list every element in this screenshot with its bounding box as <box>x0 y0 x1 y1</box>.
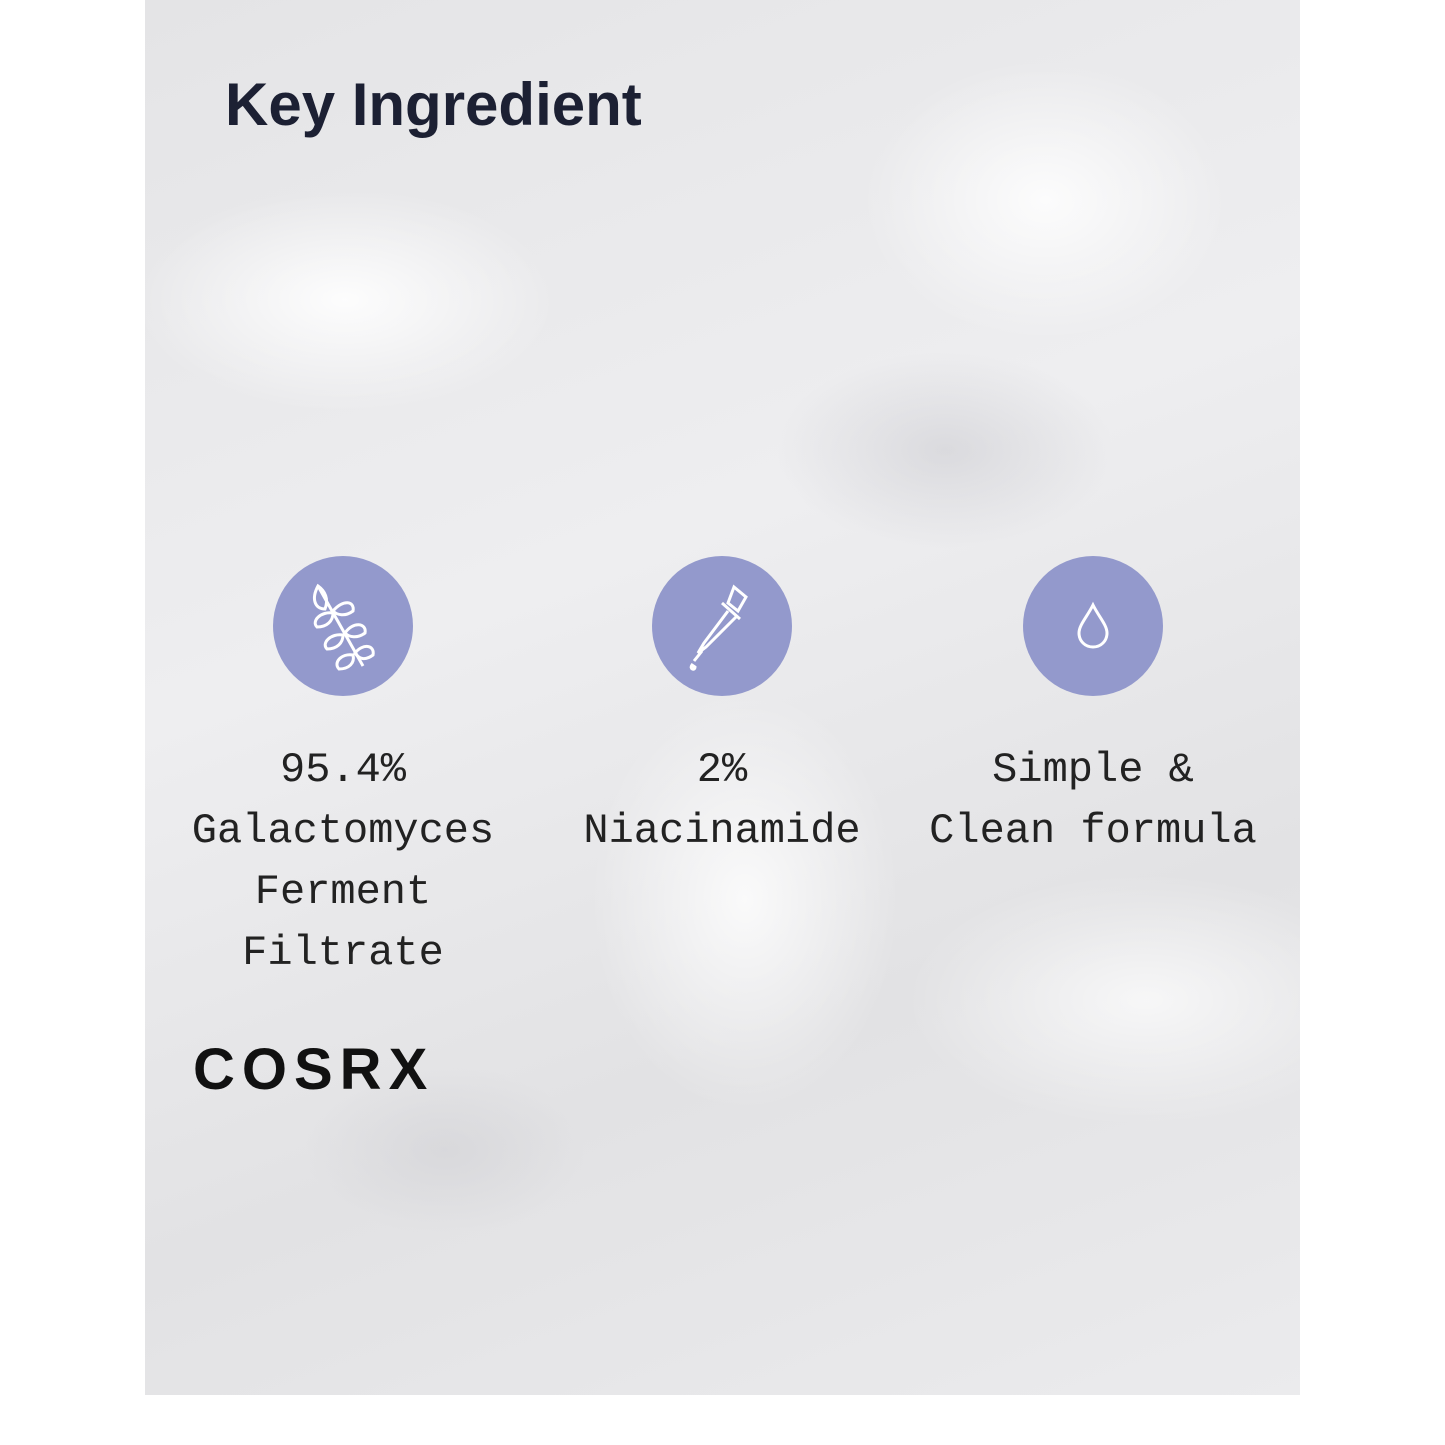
page-title: Key Ingredient <box>225 71 642 138</box>
feature-label: 95.4% Galactomyces Ferment Filtrate <box>163 740 523 984</box>
product-panel: Key Ingredient 95.4% Galactomyces Fermen… <box>145 0 1300 1395</box>
label-line: Ferment <box>254 868 432 916</box>
feature-label: 2% Niacinamide <box>542 740 902 862</box>
water-drop-icon <box>1023 556 1163 696</box>
label-line: Niacinamide <box>583 807 861 855</box>
leaf-branch-icon <box>273 556 413 696</box>
label-line: Clean formula <box>929 807 1257 855</box>
feature-simple-clean: Simple & Clean formula <box>913 556 1273 862</box>
feature-label: Simple & Clean formula <box>913 740 1273 862</box>
label-line: 2% <box>696 746 748 794</box>
label-line: 95.4% <box>279 746 407 794</box>
label-line: Simple & <box>992 746 1194 794</box>
dropper-icon <box>652 556 792 696</box>
brand-logo: COSRX <box>193 1037 435 1102</box>
label-line: Filtrate <box>242 929 444 977</box>
feature-galactomyces: 95.4% Galactomyces Ferment Filtrate <box>163 556 523 984</box>
feature-niacinamide: 2% Niacinamide <box>542 556 902 862</box>
label-line: Galactomyces <box>191 807 495 855</box>
